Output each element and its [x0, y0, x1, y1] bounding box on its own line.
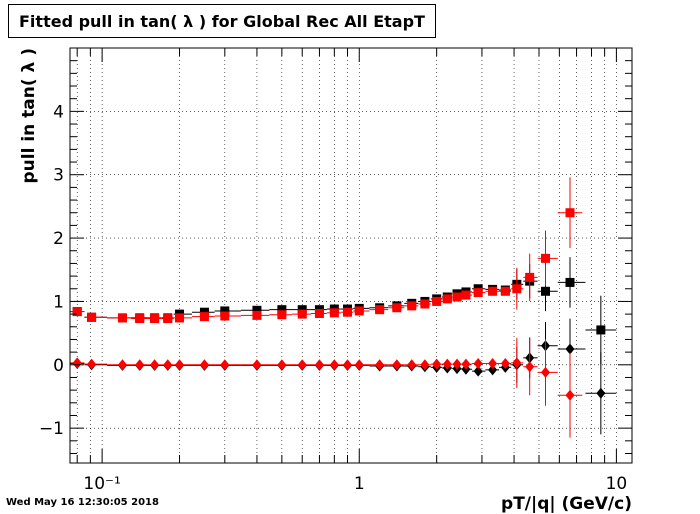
data-point: [220, 306, 230, 316]
data-point: [163, 314, 173, 324]
data-point: [135, 314, 145, 324]
data-point: [432, 358, 442, 370]
data-point: [392, 359, 402, 371]
data-point: [150, 359, 160, 371]
data-point: [175, 313, 185, 323]
series-layer: [70, 177, 617, 438]
axes: 10⁻¹ 1 10 −1 0 1 2 3 4 pT/|q| (GeV/c) pull in tan(…: [19, 47, 633, 514]
data-point: [252, 359, 262, 371]
data-point: [277, 310, 287, 320]
x-axis-title: pT/|q| (GeV/c): [501, 494, 632, 514]
data-point: [87, 312, 97, 322]
data-point: [342, 307, 352, 317]
data-point: [375, 305, 385, 315]
data-point: [252, 310, 262, 320]
data-point: [500, 358, 510, 370]
y-tick-label: 3: [53, 166, 64, 186]
data-point: [540, 286, 550, 296]
data-point: [432, 296, 442, 306]
data-point: [329, 308, 339, 318]
data-point: [473, 365, 483, 377]
data-point: [420, 299, 430, 309]
data-point: [565, 389, 575, 401]
timestamp: Wed May 16 12:30:05 2018: [6, 497, 159, 508]
data-point: [163, 359, 173, 371]
data-point: [420, 359, 430, 371]
data-point: [565, 208, 575, 218]
y-axis-title: pull in tan( λ ): [19, 48, 39, 184]
x-tick-label: 1: [354, 474, 365, 494]
data-point: [87, 358, 97, 370]
series-3: [70, 318, 617, 435]
data-point: [525, 361, 535, 373]
plot-frame: [69, 47, 633, 464]
data-point: [452, 358, 462, 370]
data-point: [442, 294, 452, 304]
data-point: [220, 359, 230, 371]
data-point: [512, 284, 522, 294]
data-point: [392, 303, 402, 313]
data-point: [220, 311, 230, 321]
data-point: [342, 359, 352, 371]
data-point: [461, 358, 471, 370]
data-point: [117, 359, 127, 371]
data-point: [252, 305, 262, 315]
data-point: [175, 359, 185, 371]
data-point: [407, 359, 417, 371]
data-point: [461, 290, 471, 300]
data-point: [329, 359, 339, 371]
data-point: [135, 359, 145, 371]
chart-title: Fitted pull in tan( λ ) for Global Rec A…: [8, 4, 436, 38]
data-point: [314, 308, 324, 318]
data-point: [442, 358, 452, 370]
data-point: [596, 325, 606, 335]
data-point: [500, 286, 510, 296]
data-point: [199, 312, 209, 322]
data-point: [525, 272, 535, 282]
data-point: [150, 314, 160, 324]
x-tick-label: 10: [606, 474, 628, 494]
y-tick-label: 0: [53, 356, 64, 376]
data-point: [473, 288, 483, 298]
data-point: [277, 359, 287, 371]
data-point: [473, 358, 483, 370]
series-2: [70, 177, 583, 324]
y-tick-label: 2: [53, 229, 64, 249]
data-point: [297, 359, 307, 371]
data-point: [452, 292, 462, 302]
data-point: [297, 309, 307, 319]
data-point: [596, 387, 606, 399]
data-point: [72, 307, 82, 317]
y-tick-label: −1: [39, 419, 64, 439]
data-point: [199, 359, 209, 371]
y-tick-label: 4: [53, 102, 64, 122]
data-point: [277, 305, 287, 315]
data-point: [540, 253, 550, 263]
data-point: [565, 343, 575, 355]
data-point: [314, 359, 324, 371]
data-point: [565, 277, 575, 287]
data-point: [540, 366, 550, 378]
data-point: [512, 357, 522, 369]
data-point: [407, 301, 417, 311]
data-point: [72, 357, 82, 369]
data-point: [354, 359, 364, 371]
data-point: [117, 313, 127, 323]
data-point: [488, 364, 498, 376]
x-tick-label: 10⁻¹: [83, 474, 120, 494]
y-tick-label: 1: [53, 292, 64, 312]
data-point: [354, 306, 364, 316]
data-point: [488, 358, 498, 370]
data-point: [488, 286, 498, 296]
series-4: [70, 337, 583, 438]
data-point: [375, 359, 385, 371]
